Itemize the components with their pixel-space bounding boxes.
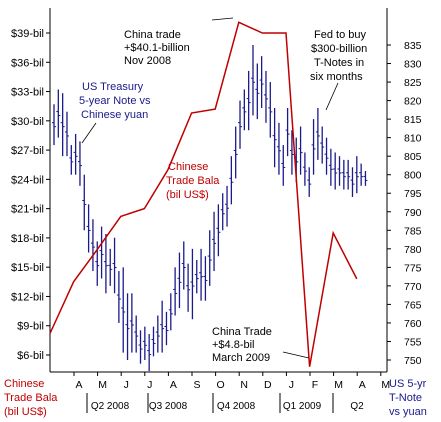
left-tick-label: $36-bil xyxy=(11,57,44,69)
left-axis-label: Chinese Trade Bala (bil US$) xyxy=(4,378,58,418)
left-tick-label: $15-bil xyxy=(11,262,44,274)
annotation-line: +$4.8-bil xyxy=(212,339,255,351)
left-axis-ticks: $6-bil $9-bil $12-bil $15-bil $18-bil $21-bil… xyxy=(11,28,50,362)
annotation-line: Chinese yuan xyxy=(81,109,148,121)
x-month-label: D xyxy=(264,379,272,391)
right-tick-label: 820 xyxy=(404,96,422,108)
left-tick-label: $24-bil xyxy=(11,174,44,186)
right-tick-label: 775 xyxy=(404,262,422,274)
x-month-label: A xyxy=(170,379,177,391)
right-axis-label: US 5-yr T-Note vs yuan xyxy=(389,378,427,418)
right-axis-ticks: 750 755 760 765 770 775 780 785 790 795 800 805 810 8… xyxy=(387,40,422,367)
left-tick-label: $39-bil xyxy=(11,28,44,40)
annotation-fed: Fed to buy $300-billion T-Notes in six m… xyxy=(310,29,367,111)
left-tick-label: $30-bil xyxy=(11,116,44,128)
right-tick-label: 785 xyxy=(404,225,422,237)
annotation-trade-bala: Chinese Trade Bala (bil US$) xyxy=(166,161,220,201)
left-axis-label-line: Chinese xyxy=(4,378,44,390)
annotation-china-trade-nov: China trade +$40.1-billion Nov 2008 xyxy=(124,17,234,67)
right-tick-label: 770 xyxy=(404,281,422,293)
x-month-label: J xyxy=(147,379,152,391)
annotation-line: US Treasury xyxy=(82,81,144,93)
x-month-label: O xyxy=(217,379,225,391)
annotation-line: $300-billion xyxy=(311,43,367,55)
right-tick-label: 795 xyxy=(404,188,422,200)
right-tick-label: 835 xyxy=(404,40,422,52)
x-month-label: A xyxy=(359,379,366,391)
right-tick-label: 825 xyxy=(404,77,422,89)
x-month-label: J xyxy=(289,379,294,391)
annotation-line: March 2009 xyxy=(212,352,270,364)
right-axis-label-line: US 5-yr xyxy=(389,378,427,390)
annotation-china-trade-mar: China Trade +$4.8-bil March 2009 xyxy=(212,326,310,364)
annotation-line: six months xyxy=(310,71,363,83)
left-tick-label: $33-bil xyxy=(11,87,44,99)
left-tick-label: $18-bil xyxy=(11,233,44,245)
annotation-tnote-yuan: US Treasury 5-year Note vs Chinese yuan xyxy=(79,81,151,144)
left-tick-label: $27-bil xyxy=(11,145,44,157)
right-tick-label: 760 xyxy=(404,318,422,330)
right-tick-label: 780 xyxy=(404,244,422,256)
x-quarter-label: Q4 2008 xyxy=(217,401,256,412)
right-tick-label: 805 xyxy=(404,151,422,163)
annotation-line: T-Notes in xyxy=(314,57,364,69)
annotation-line: +$40.1-billion xyxy=(124,42,190,54)
annotation-line: 5-year Note vs xyxy=(79,95,151,107)
x-quarter-label: Q3 2008 xyxy=(149,401,188,412)
left-axis-label-line: Trade Bala xyxy=(4,392,58,404)
annotation-line: China trade xyxy=(124,29,181,41)
x-month-label: S xyxy=(193,379,200,391)
annotation-leader xyxy=(211,17,234,21)
ohlc-series-tnote-yuan xyxy=(52,45,368,372)
left-tick-label: $6-bil xyxy=(17,350,44,362)
x-month-label: N xyxy=(240,379,248,391)
annotation-line: Chinese xyxy=(168,161,208,173)
plot-frame xyxy=(49,8,388,373)
left-tick-label: $12-bil xyxy=(11,291,44,303)
x-month-label: F xyxy=(312,379,318,391)
annotation-line: (bil US$) xyxy=(166,189,209,201)
left-tick-label: $9-bil xyxy=(17,321,44,333)
left-tick-label: $21-bil xyxy=(11,204,44,216)
x-month-label: A xyxy=(75,379,82,391)
annotation-line: Fed to buy xyxy=(314,29,366,41)
right-tick-label: 800 xyxy=(404,170,422,182)
x-quarter-label: Q1 2009 xyxy=(283,401,322,412)
annotation-leader xyxy=(81,122,97,144)
x-month-label: M xyxy=(98,379,107,391)
x-axis-ticks: A M J J A S O N D J F M A M Q2 2008 Q3 2008 Q4 2008 Q1 20… xyxy=(73,372,390,413)
right-tick-label: 815 xyxy=(404,114,422,126)
x-quarter-label: Q2 2008 xyxy=(91,401,130,412)
annotation-leader xyxy=(282,351,310,359)
annotation-leader xyxy=(325,82,339,111)
annotation-line: Trade Bala xyxy=(166,175,220,187)
right-axis-label-line: vs yuan xyxy=(389,406,427,418)
annotation-line: Nov 2008 xyxy=(124,55,171,67)
x-month-label: J xyxy=(124,379,129,391)
left-axis-label-line: (bil US$) xyxy=(4,406,47,418)
right-axis-label-line: T-Note xyxy=(389,392,422,404)
annotation-line: China Trade xyxy=(212,326,272,338)
right-tick-label: 755 xyxy=(404,336,422,348)
right-tick-label: 810 xyxy=(404,133,422,145)
x-month-label: M xyxy=(381,379,390,391)
right-tick-label: 750 xyxy=(404,355,422,367)
right-tick-label: 765 xyxy=(404,299,422,311)
x-quarter-label: Q2 xyxy=(350,401,364,412)
trade-balance-line xyxy=(49,21,358,367)
right-tick-label: 830 xyxy=(404,59,422,71)
x-month-label: M xyxy=(334,379,343,391)
right-tick-label: 790 xyxy=(404,207,422,219)
